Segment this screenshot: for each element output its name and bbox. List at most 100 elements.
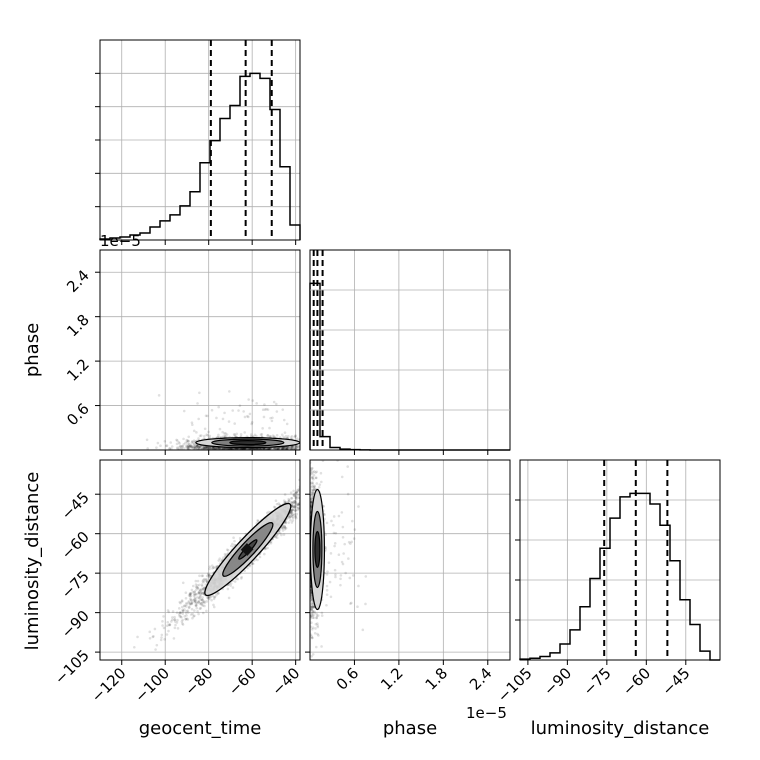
- gt-ld-sample-point: [166, 609, 170, 612]
- ph-ld-sample-point: [311, 466, 314, 470]
- gt-ph-sample-point: [204, 446, 208, 450]
- gt-ld-sample-point: [274, 535, 278, 539]
- gt-ld-sample-point: [292, 501, 296, 504]
- gt-ph-sample-point: [223, 447, 227, 450]
- gt-ph-sample-point: [272, 400, 276, 404]
- gt-ph-sample-point: [261, 427, 264, 430]
- gt-ld-sample-point: [180, 620, 184, 623]
- gt-ph-sample-point: [269, 416, 272, 420]
- gt-ph-sample-point: [305, 441, 308, 444]
- gt-ph-sample-point: [176, 447, 179, 450]
- gt-ld-sample-point: [194, 585, 198, 589]
- gt-ph-sample-point: [216, 435, 219, 439]
- gt-ld-sample-point: [210, 564, 214, 567]
- gt-ld-sample-point: [200, 603, 204, 607]
- gt-ph-sample-point: [205, 446, 209, 449]
- gt-ph-sample-point: [281, 447, 285, 450]
- gt-ph-sample-point: [198, 434, 202, 438]
- gt-ld-sample-point: [284, 521, 288, 525]
- gt-ld-sample-point: [289, 511, 293, 515]
- ph-ld-sample-point: [310, 501, 313, 504]
- gt-ld-sample-point: [283, 525, 287, 528]
- gt-ld-sample-point: [337, 465, 340, 468]
- ph-ld-sample-point: [310, 598, 313, 602]
- gt-ph-sample-point: [212, 446, 215, 450]
- ph-ld-sample-point: [310, 472, 314, 475]
- gt-ld-sample-point: [200, 584, 204, 588]
- gt-ld-sample-point: [162, 626, 166, 630]
- gt-ph-sample-point: [192, 429, 196, 433]
- gt-ld-sample-point: [324, 474, 327, 477]
- gt-ph-sample-point: [195, 431, 198, 434]
- gt-ph-sample-point: [262, 415, 266, 419]
- gt-ld-sample-point: [251, 562, 255, 566]
- gt-ld-xtick-label-3: −60: [225, 664, 260, 699]
- gt-ph-sample-point: [197, 446, 200, 449]
- gt-ph-sample-point: [216, 447, 219, 450]
- gt-ph-sample-point: [285, 447, 288, 450]
- gt-ph-sample-point: [190, 445, 193, 448]
- gt-ld-sample-point: [229, 584, 233, 587]
- ph-ld-sample-point: [311, 475, 314, 479]
- gt-ph-sample-point: [203, 434, 206, 438]
- gt-ph-sample-point: [193, 445, 196, 449]
- gt-ld-sample-point: [294, 496, 298, 500]
- gt-ph-sample-point: [175, 442, 179, 446]
- gt-ld-sample-point: [295, 497, 298, 500]
- ph-ld-sample-point: [311, 476, 315, 480]
- gt-ld-sample-point: [303, 496, 306, 499]
- gt-ph-sample-point: [198, 445, 201, 449]
- gt-ph-sample-point: [224, 432, 227, 435]
- gt-ph-sample-point: [188, 445, 191, 448]
- gt-ld-sample-point: [170, 618, 174, 622]
- gt-ld-sample-point: [216, 591, 220, 595]
- gt-ph-sample-point: [265, 407, 268, 411]
- gt-ph-sample-point: [197, 445, 201, 449]
- gt-ph-sample-point: [209, 447, 213, 450]
- gt-ph-sample-point: [177, 440, 181, 444]
- gt-ph-sample-point: [233, 447, 236, 450]
- gt-ph-sample-point: [224, 435, 227, 438]
- ph-ld-sample-point: [314, 622, 318, 626]
- gt-ph-sample-point: [325, 445, 328, 448]
- ph-ld-sample-point: [339, 574, 343, 577]
- ph-ld-sample-point: [346, 492, 350, 496]
- ph-ld-sample-point: [311, 481, 315, 484]
- gt-ph-sample-point: [248, 447, 251, 450]
- gt-ph-sample-point: [297, 444, 300, 448]
- gt-ld-sample-point: [323, 479, 326, 482]
- gt-ld-sample-point: [289, 491, 293, 494]
- ph-ld-sample-point: [314, 476, 318, 480]
- gt-ph-sample-point: [301, 447, 304, 450]
- gt-ph-sample-point: [266, 433, 270, 437]
- gt-ld-sample-point: [281, 526, 285, 530]
- gt-ph-sample-point: [186, 439, 189, 442]
- gt-ld-sample-point: [207, 595, 210, 599]
- gt-ld-sample-point: [200, 602, 203, 605]
- ph-ld-sample-point: [310, 594, 313, 598]
- gt-ph-sample-point: [208, 446, 212, 450]
- gt-ld-xtick-label-4: −40: [268, 664, 303, 699]
- ph-ld-sample-point: [351, 574, 355, 577]
- gt-ld-sample-point: [293, 504, 297, 507]
- gt-ph-sample-point: [217, 405, 220, 409]
- gt-ld-sample-point: [192, 599, 195, 602]
- gt-ld-sample-point: [199, 606, 203, 610]
- gt-ld-sample-point: [343, 460, 346, 463]
- gt-ph-sample-point: [289, 436, 293, 439]
- gt-ph-sample-point: [211, 447, 215, 450]
- gt-ld-sample-point: [185, 601, 188, 605]
- gt-ld-ytick-label-4: −45: [58, 488, 93, 523]
- gt-ld-sample-point: [161, 624, 164, 627]
- gt-ph-sample-point: [281, 446, 284, 450]
- gt-ld-sample-point: [301, 481, 304, 484]
- gt-ld-sample-point: [203, 600, 206, 603]
- gt-ld-sample-point: [295, 490, 299, 494]
- gt-ld-sample-point: [193, 593, 197, 597]
- gt-ph-sample-point: [206, 447, 210, 450]
- ph-ld-sample-point: [333, 568, 337, 572]
- gt-ph-sample-point: [181, 444, 184, 448]
- gt-ld-sample-point: [283, 525, 287, 528]
- gt-ph-sample-point: [230, 447, 233, 450]
- gt-ph-sample-point: [259, 433, 263, 437]
